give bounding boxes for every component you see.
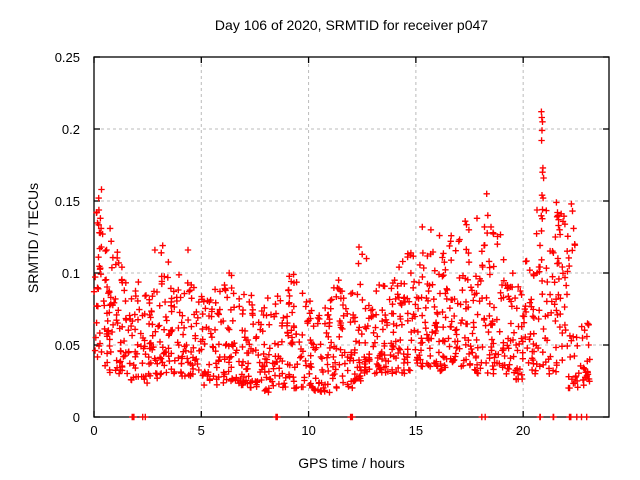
y-tick-label: 0.05 bbox=[54, 338, 80, 353]
y-tick-label: 0.25 bbox=[54, 50, 80, 65]
x-tick-label: 5 bbox=[197, 423, 205, 438]
y-tick-label: 0 bbox=[72, 410, 80, 425]
x-tick-label: 15 bbox=[408, 423, 424, 438]
x-tick-label: 20 bbox=[515, 423, 531, 438]
y-tick-label: 0.15 bbox=[54, 194, 80, 209]
y-tick-label: 0.2 bbox=[61, 122, 80, 137]
x-tick-label: 10 bbox=[301, 423, 316, 438]
x-axis-label: GPS time / hours bbox=[298, 455, 405, 471]
scatter-points bbox=[90, 108, 593, 421]
x-tick-label: 0 bbox=[90, 423, 98, 438]
y-tick-label: 0.1 bbox=[61, 266, 80, 281]
chart-title: Day 106 of 2020, SRMTID for receiver p04… bbox=[214, 17, 489, 33]
